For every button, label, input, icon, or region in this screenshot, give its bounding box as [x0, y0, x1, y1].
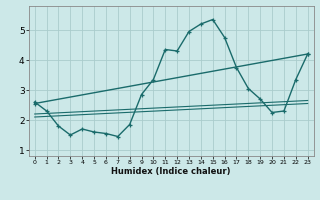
X-axis label: Humidex (Indice chaleur): Humidex (Indice chaleur) [111, 167, 231, 176]
